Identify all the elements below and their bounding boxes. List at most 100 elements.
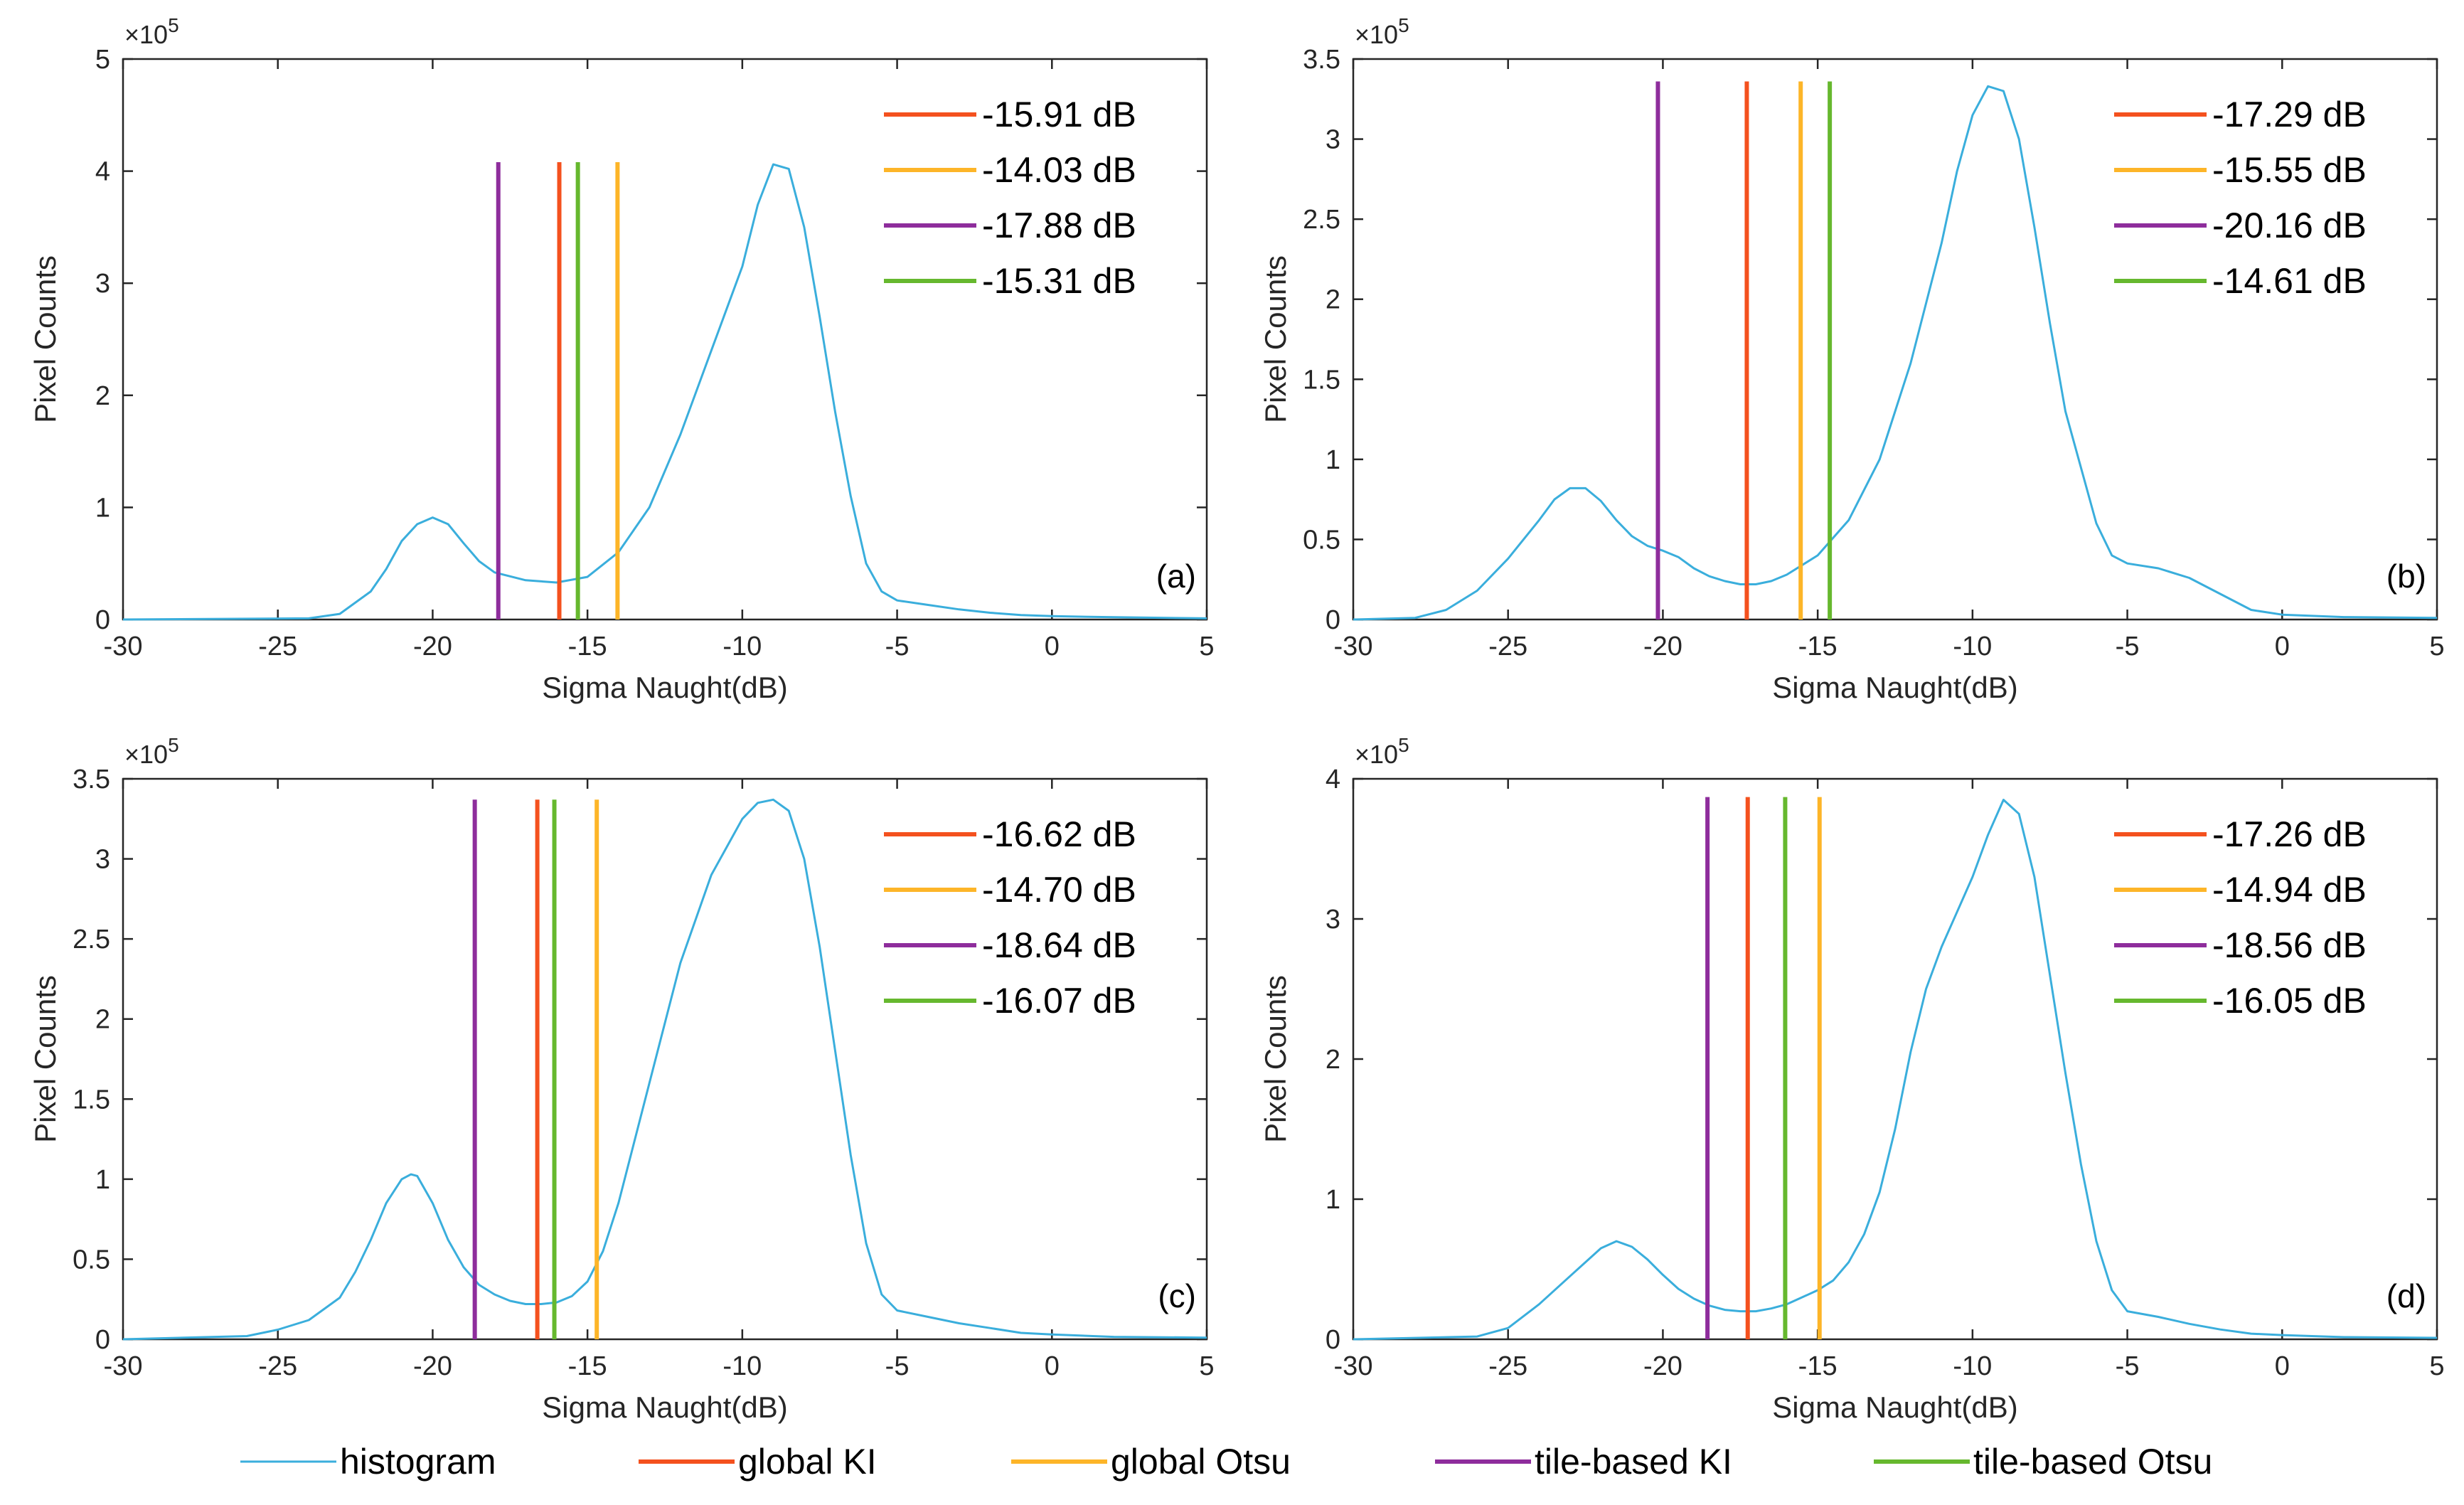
panel-label: (a) <box>1156 558 1196 595</box>
y-exponent-power: 5 <box>1398 14 1409 36</box>
legend-entry: -16.05 dB <box>2212 981 2367 1021</box>
y-tick-label: 5 <box>95 45 110 75</box>
x-tick-label: -25 <box>1488 632 1527 661</box>
y-axis-label: Pixel Counts <box>28 255 62 423</box>
x-tick-label: -20 <box>413 632 452 661</box>
x-tick-label: 0 <box>1045 1351 1060 1381</box>
y-exponent-label: ×105 <box>124 734 179 769</box>
legend-entry: -17.29 dB <box>2212 95 2367 134</box>
legend-entry: -14.94 dB <box>2212 870 2367 910</box>
x-tick-label: 5 <box>2429 632 2444 661</box>
shared-legend-label: tile-based KI <box>1535 1442 1732 1482</box>
legend-entry: -15.91 dB <box>982 95 1136 134</box>
y-axis-label: Pixel Counts <box>1259 255 1292 423</box>
y-tick-label: 0 <box>95 605 110 635</box>
histogram-line-c <box>122 798 1207 1341</box>
x-tick-label: -15 <box>568 1351 607 1381</box>
shared-legend-label: histogram <box>340 1442 496 1482</box>
shared-legend-label: tile-based Otsu <box>1973 1442 2212 1482</box>
y-tick-label: 1 <box>95 493 110 523</box>
x-axis-label: Sigma Naught(dB) <box>542 671 788 704</box>
shared-legend-label: global KI <box>738 1442 877 1482</box>
plot-area-b <box>1352 58 2438 621</box>
y-exponent-power: 5 <box>168 734 179 756</box>
histogram-line-d <box>1353 799 2438 1341</box>
legend-entry: -20.16 dB <box>2212 206 2367 245</box>
x-tick-label: -5 <box>885 632 910 661</box>
x-tick-label: 0 <box>2275 632 2290 661</box>
y-tick-label: 3 <box>95 845 110 875</box>
legend-entry: -14.03 dB <box>982 150 1136 190</box>
legend-entry: -15.55 dB <box>2212 150 2367 190</box>
x-tick-label: 0 <box>1045 632 1060 661</box>
x-tick-label: -5 <box>2116 632 2140 661</box>
x-tick-label: -5 <box>2116 1351 2140 1381</box>
y-exponent-label: ×105 <box>124 14 179 49</box>
x-tick-label: 0 <box>2275 1351 2290 1381</box>
panel-label: (d) <box>2386 1277 2426 1314</box>
legend-entry: -18.64 dB <box>982 925 1136 965</box>
y-tick-label: 0 <box>1326 1325 1340 1355</box>
y-tick-label: 3 <box>95 269 110 299</box>
x-tick-label: -25 <box>258 1351 297 1381</box>
x-tick-label: -10 <box>722 1351 762 1381</box>
x-tick-label: -15 <box>1798 1351 1838 1381</box>
y-tick-label: 1.5 <box>73 1085 110 1115</box>
histogram-line-b <box>1353 85 2438 621</box>
y-exponent-base: ×10 <box>124 740 168 769</box>
x-tick-label: -25 <box>1488 1351 1527 1381</box>
y-exponent-label: ×105 <box>1355 14 1409 49</box>
x-axis-label: Sigma Naught(dB) <box>542 1390 788 1424</box>
plot-area-d <box>1352 777 2438 1341</box>
y-tick-label: 1 <box>95 1165 110 1195</box>
y-tick-label: 4 <box>1326 765 1340 794</box>
y-tick-label: 1 <box>1326 445 1340 475</box>
y-tick-label: 2 <box>95 381 110 411</box>
y-exponent-power: 5 <box>168 14 179 36</box>
y-tick-label: 2.5 <box>73 925 110 954</box>
legend-entry: -16.62 dB <box>982 814 1136 854</box>
y-tick-label: 2 <box>1326 285 1340 315</box>
y-exponent-base: ×10 <box>1355 20 1398 49</box>
y-tick-label: 1.5 <box>1303 365 1340 395</box>
x-tick-label: -10 <box>1953 632 1992 661</box>
legend-entry: -17.88 dB <box>982 206 1136 245</box>
legend-entry: -14.70 dB <box>982 870 1136 910</box>
y-tick-label: 3.5 <box>1303 45 1340 75</box>
x-tick-label: -5 <box>885 1351 910 1381</box>
x-tick-label: -30 <box>1334 1351 1373 1381</box>
panel-label: (c) <box>1158 1277 1196 1314</box>
legend-entry: -15.31 dB <box>982 261 1136 301</box>
legend-entry: -18.56 dB <box>2212 925 2367 965</box>
y-tick-label: 3 <box>1326 125 1340 155</box>
x-tick-label: 5 <box>1199 632 1214 661</box>
y-tick-label: 4 <box>95 157 110 187</box>
x-axis-label: Sigma Naught(dB) <box>1772 1390 2018 1424</box>
y-exponent-power: 5 <box>1398 734 1409 756</box>
x-tick-label: 5 <box>1199 1351 1214 1381</box>
legend-entry: -16.07 dB <box>982 981 1136 1021</box>
chart-panel-c: -30 -25 -20 -15 -10 -5 0 500.511.522.533.5×105S… <box>28 734 1215 1424</box>
y-tick-label: 3.5 <box>73 765 110 794</box>
x-tick-label: -15 <box>1798 632 1838 661</box>
panel-label: (b) <box>2386 558 2426 595</box>
x-tick-label: -15 <box>568 632 607 661</box>
x-tick-label: -25 <box>258 632 297 661</box>
y-tick-label: 2 <box>95 1005 110 1035</box>
y-tick-label: 0.5 <box>73 1245 110 1275</box>
x-tick-label: -10 <box>722 632 762 661</box>
y-tick-label: 2 <box>1326 1045 1340 1075</box>
x-tick-label: -10 <box>1953 1351 1992 1381</box>
y-tick-label: 0.5 <box>1303 525 1340 555</box>
y-tick-label: 3 <box>1326 905 1340 935</box>
histogram-line-a <box>122 163 1207 621</box>
x-tick-label: -20 <box>1643 632 1682 661</box>
y-axis-label: Pixel Counts <box>28 975 62 1143</box>
x-tick-label: 5 <box>2429 1351 2444 1381</box>
legend-entry: -14.61 dB <box>2212 261 2367 301</box>
y-tick-label: 0 <box>1326 605 1340 635</box>
plot-area-a <box>122 58 1208 621</box>
